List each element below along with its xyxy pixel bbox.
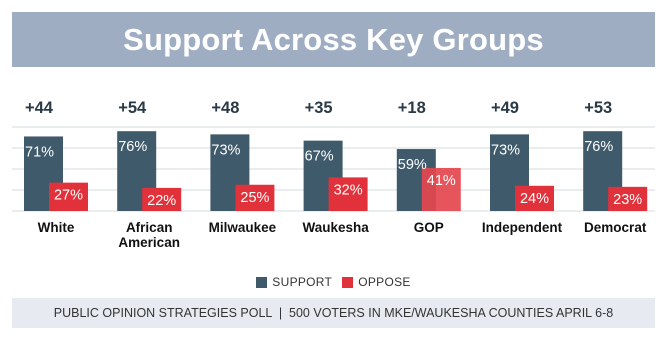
category-label: African American bbox=[118, 220, 180, 250]
category-label: Democrat bbox=[584, 220, 647, 235]
net-label: +44 bbox=[25, 99, 54, 117]
oppose-data-label: 27% bbox=[54, 188, 83, 204]
footer: PUBLIC OPINION STRATEGIES POLL | 500 VOT… bbox=[12, 298, 655, 328]
oppose-data-label: 24% bbox=[520, 191, 549, 207]
support-data-label: 71% bbox=[25, 144, 54, 160]
oppose-bar bbox=[515, 185, 554, 211]
net-label: +53 bbox=[584, 99, 612, 117]
oppose-bar bbox=[49, 182, 88, 211]
chart-title: Support Across Key Groups bbox=[123, 21, 544, 57]
oppose-bar bbox=[421, 167, 461, 211]
net-label: +48 bbox=[211, 99, 239, 117]
oppose-data-label: 23% bbox=[613, 192, 642, 208]
oppose-data-label: 25% bbox=[240, 190, 269, 206]
category-label: Milwaukee bbox=[209, 220, 277, 235]
oppose-bar bbox=[142, 187, 182, 211]
legend-support: SUPPORT bbox=[256, 275, 332, 289]
oppose-data-label: 41% bbox=[427, 173, 456, 189]
title-banner: Support Across Key Groups bbox=[12, 12, 655, 67]
legend-oppose-swatch bbox=[342, 276, 354, 288]
legend: SUPPORT OPPOSE bbox=[0, 275, 667, 289]
oppose-bar bbox=[235, 184, 275, 211]
net-label: +49 bbox=[491, 99, 519, 117]
category-label: White bbox=[38, 220, 75, 235]
category-label: GOP bbox=[414, 220, 444, 235]
net-label: +54 bbox=[118, 99, 147, 117]
oppose-data-label: 22% bbox=[147, 193, 176, 209]
oppose-bar bbox=[328, 177, 368, 211]
oppose-data-label: 32% bbox=[334, 182, 363, 198]
support-data-label: 73% bbox=[211, 142, 240, 158]
category-label: Independent bbox=[482, 220, 563, 235]
legend-oppose-label: OPPOSE bbox=[358, 275, 411, 289]
net-label: +18 bbox=[398, 99, 426, 117]
legend-oppose: OPPOSE bbox=[342, 275, 410, 289]
support-data-label: 73% bbox=[491, 142, 520, 158]
legend-support-swatch bbox=[256, 276, 268, 288]
legend-support-label: SUPPORT bbox=[272, 275, 333, 289]
support-data-label: 59% bbox=[398, 157, 427, 173]
oppose-bar bbox=[608, 186, 648, 211]
net-label: +35 bbox=[305, 99, 333, 117]
support-data-label: 67% bbox=[305, 149, 334, 165]
support-data-label: 76% bbox=[584, 139, 613, 155]
support-data-label: 76% bbox=[118, 139, 147, 155]
footer-text: PUBLIC OPINION STRATEGIES POLL | 500 VOT… bbox=[53, 306, 614, 320]
category-label: Waukesha bbox=[302, 220, 369, 235]
